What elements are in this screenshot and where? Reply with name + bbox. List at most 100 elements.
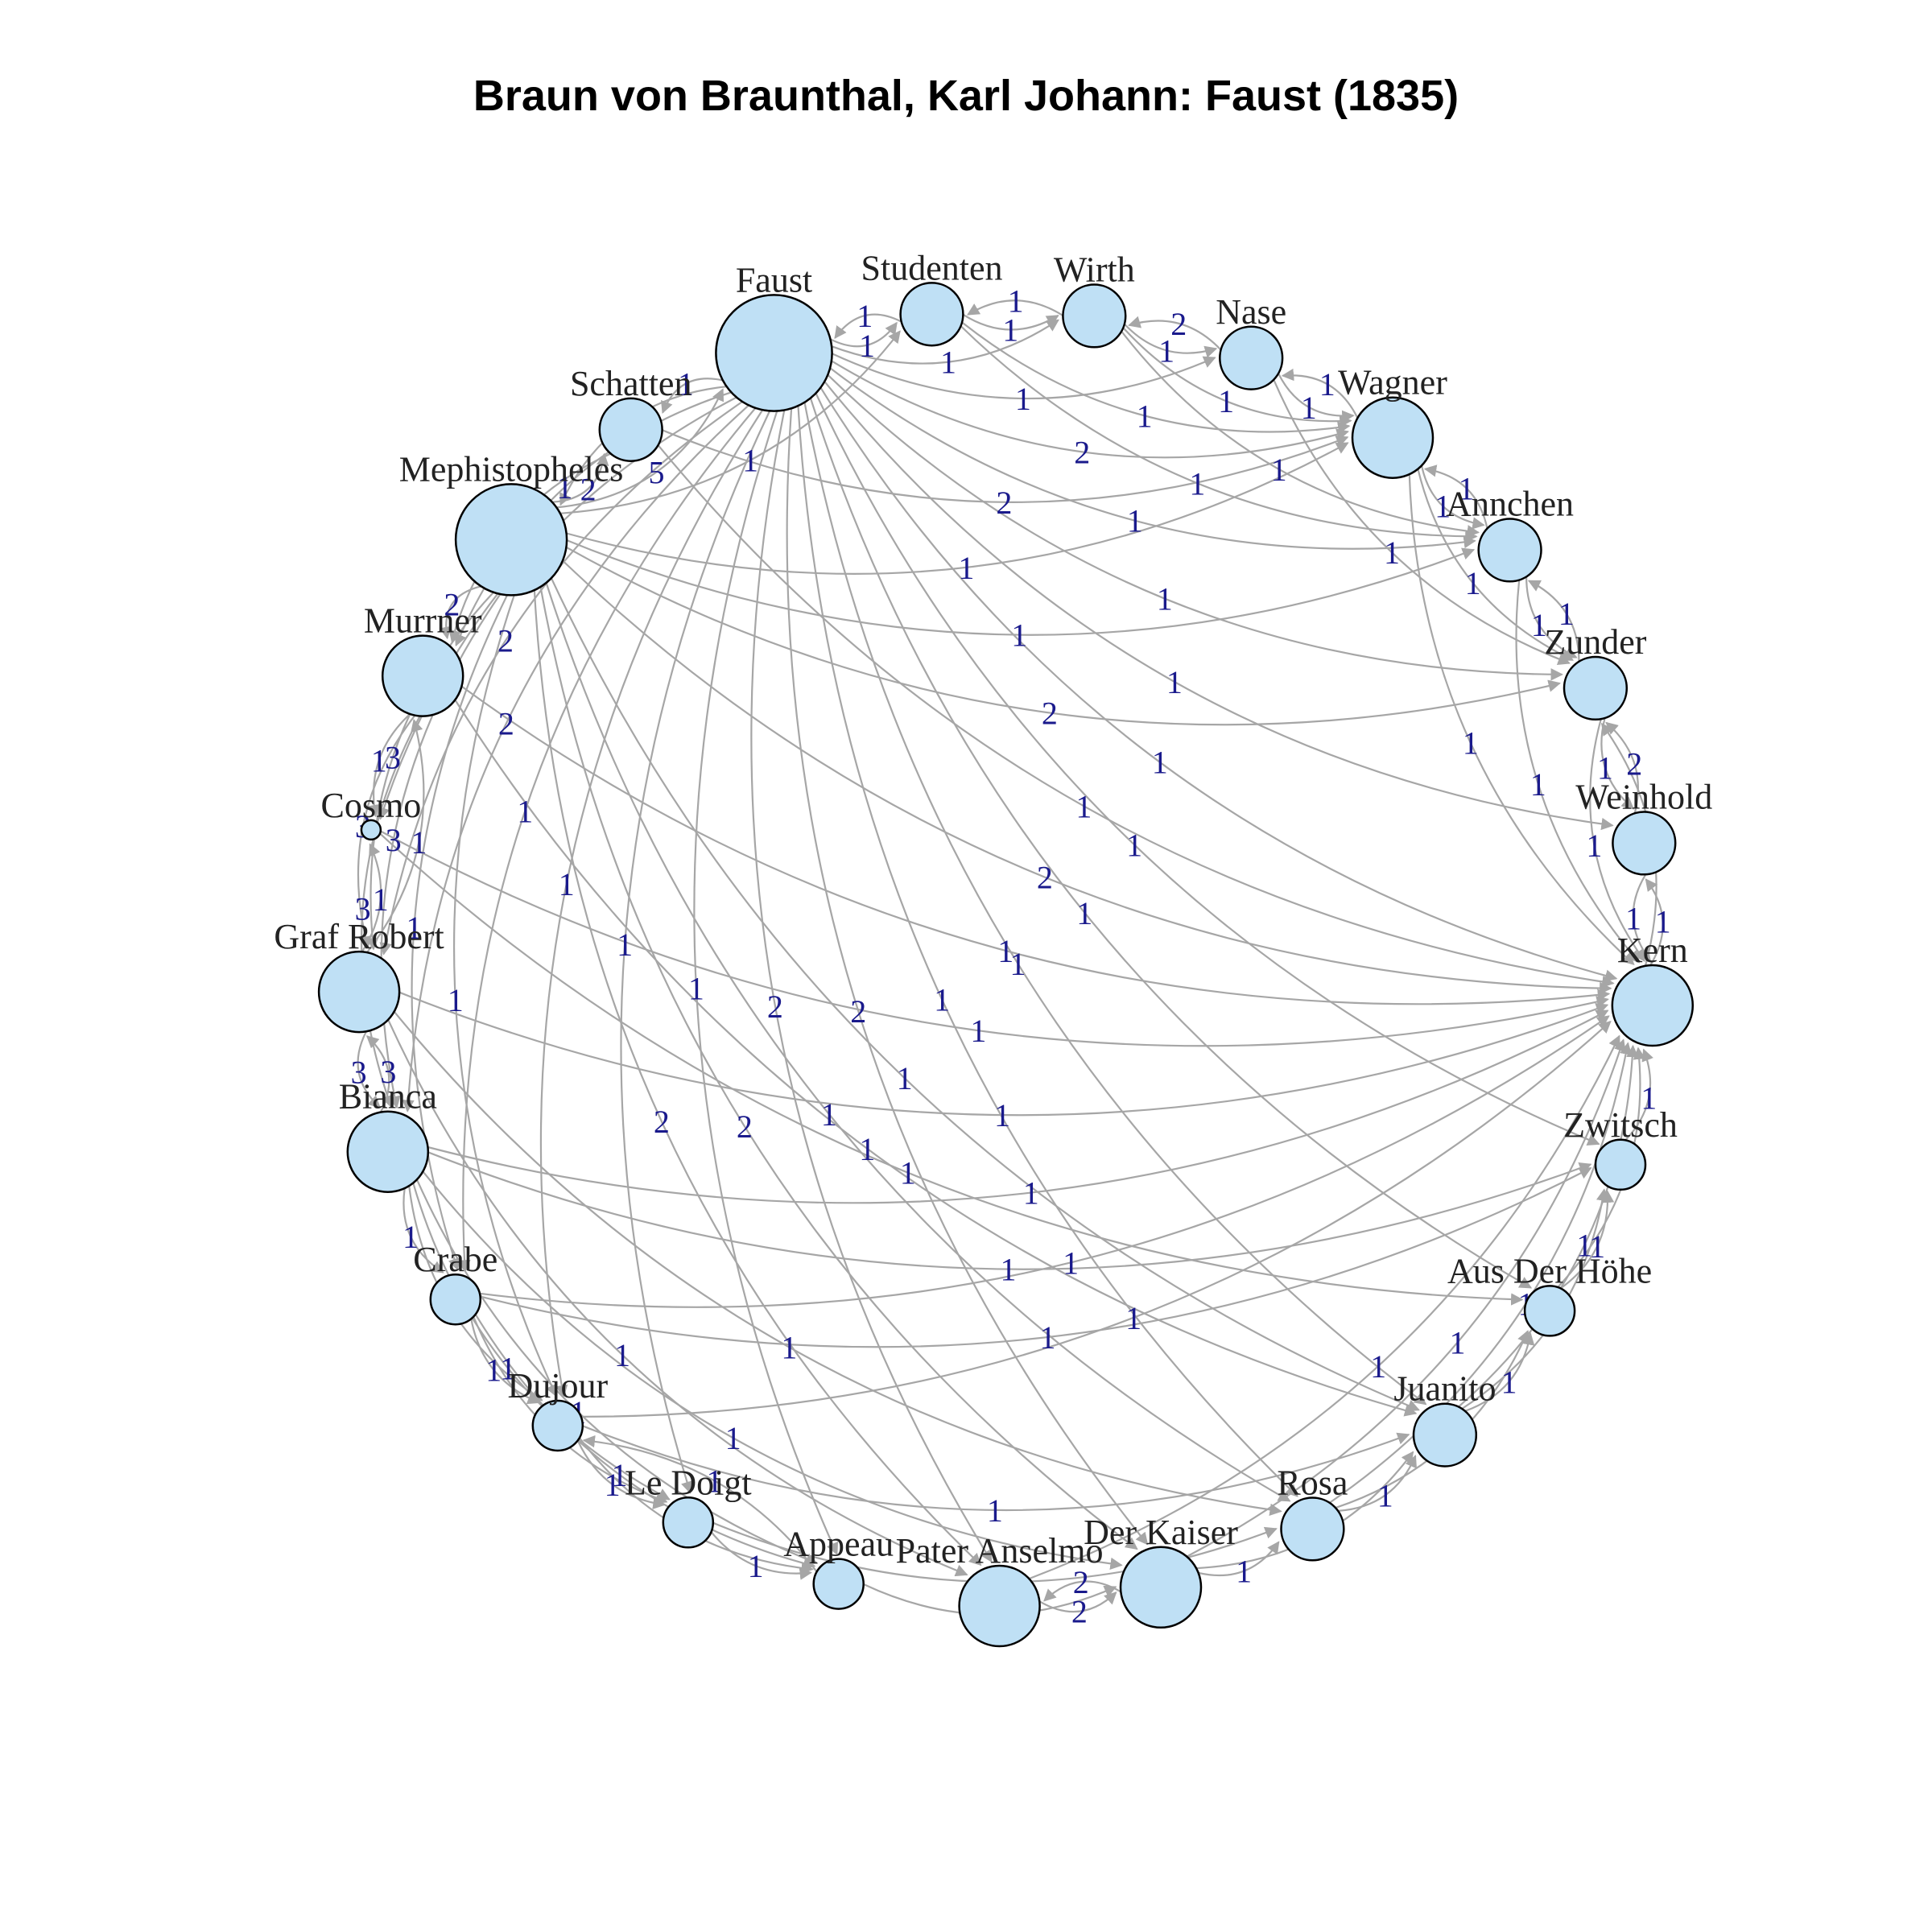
edge-Faust-Appeau (693, 411, 839, 1556)
edge-weight-label: 1 (406, 910, 422, 946)
edge-weight-label: 1 (1189, 465, 1205, 502)
node-labels-layer: Faust Studenten Wirth Nase Wagner Annchen Zund… (274, 249, 1712, 1571)
edge-weight-label: 2 (654, 1104, 670, 1140)
node-label-Mephistopheles: Mephistopheles (399, 449, 624, 489)
edge-PaterAnselmo-Kern (1029, 1034, 1620, 1580)
node-label-Dujour: Dujour (507, 1366, 608, 1406)
edge-Zunder-Kern (1589, 718, 1645, 963)
edge-Faust-Kern (819, 386, 1618, 982)
edge-weight-label: 1 (934, 982, 950, 1018)
node-Wagner (1351, 396, 1435, 479)
edge-Mephistopheles-Faust (556, 388, 724, 509)
node-AusDerHoehe (1523, 1285, 1576, 1337)
edge-DerKaiser-Rosa (1198, 1541, 1280, 1577)
edge-weight-label: 1 (1271, 452, 1287, 488)
edge-weight-label: 2 (580, 471, 597, 507)
edge-weight-label: 1 (1152, 745, 1168, 781)
node-DerKaiser (1119, 1546, 1203, 1629)
edge-weight-label: 1 (1011, 617, 1027, 654)
edge-Bianca-LeDoigt (412, 1183, 671, 1501)
node-label-Rosa: Rosa (1277, 1463, 1348, 1503)
node-Rosa (1280, 1496, 1345, 1562)
edge-Bianca-DerKaiser (422, 1170, 1123, 1571)
node-label-Cosmo: Cosmo (321, 786, 422, 825)
edge-weight-label: 1 (997, 933, 1013, 969)
edge-Mephistopheles-Murrner (439, 585, 481, 640)
edge-LeDoigt-Appeau (710, 1531, 812, 1580)
edge-Crabe-Kern (479, 1015, 1610, 1308)
edge-weight-label: 3 (355, 890, 371, 927)
edge-weight-label: 2 (737, 1108, 753, 1145)
edge-Murrner-Bianca (361, 715, 421, 1108)
edge-weight-label: 1 (857, 298, 873, 334)
edge-Bianca-GrafRobert (365, 1035, 390, 1113)
edge-weight-label: 1 (1166, 664, 1183, 700)
edge-weight-label: 1 (1370, 1348, 1386, 1385)
edge-Wirth-Studenten (966, 299, 1063, 316)
edge-Cosmo-Kern (380, 830, 1609, 1047)
node-label-Appeau: Appeau (783, 1525, 894, 1564)
node-Crabe (429, 1273, 482, 1326)
edge-weight-label: 1 (1450, 1325, 1466, 1361)
edge-weight-label: 1 (556, 469, 572, 506)
edge-weight-label: 2 (498, 706, 514, 742)
edge-weight-label: 1 (1075, 788, 1092, 824)
edge-weight-label: 2 (1073, 1564, 1089, 1600)
edge-weight-label: 2 (996, 485, 1012, 521)
edge-Annchen-Kern (1515, 580, 1641, 964)
edge-weight-label: 1 (1377, 1478, 1393, 1514)
edge-weight-label: 1 (617, 927, 633, 963)
edge-Faust-GrafRobert (379, 400, 743, 956)
edge-Mephistopheles-Wagner (566, 442, 1349, 575)
edge-Mephistopheles-DerKaiser (539, 586, 1138, 1550)
node-label-Faust: Faust (736, 260, 812, 299)
edge-weight-label: 1 (688, 971, 704, 1007)
node-Faust (715, 294, 833, 412)
edge-Bianca-Kern (427, 1009, 1609, 1204)
edge-Faust-AusDerHoehe (809, 398, 1533, 1289)
edge-weight-label: 1 (958, 550, 974, 586)
node-label-Annchen: Annchen (1446, 485, 1574, 524)
edge-weight-label: 2 (850, 993, 866, 1030)
edge-weight-label: 1 (1435, 488, 1451, 524)
edge-weight-label: 1 (1319, 366, 1335, 402)
edge-weight-label: 1 (1218, 383, 1234, 419)
edge-Kern-Weinhold (1645, 878, 1664, 966)
node-Studenten (899, 282, 964, 347)
node-Dujour (531, 1399, 584, 1452)
edge-weight-label: 1 (859, 328, 875, 364)
edge-weight-label: 1 (1586, 828, 1602, 864)
edge-GrafRobert-Bianca (357, 1030, 382, 1108)
edge-Faust-LeDoigt (620, 410, 771, 1494)
edge-Faust-Annchen (829, 367, 1476, 550)
node-Zunder (1563, 655, 1629, 721)
edge-Dujour-Juanito (582, 1425, 1410, 1512)
edge-weight-label: 1 (994, 1097, 1010, 1133)
edge-weight-label: 2 (1074, 434, 1090, 470)
edge-Faust-Crabe (458, 407, 757, 1273)
edge-weight-label: 5 (649, 454, 665, 490)
edge-weight-label: 1 (605, 1467, 621, 1503)
node-LeDoigt (662, 1496, 715, 1549)
edge-weight-label: 1 (781, 1330, 797, 1366)
edge-Wagner-Annchen (1420, 465, 1485, 530)
edge-Mephistopheles-Juanito (550, 577, 1420, 1412)
edge-weight-label: 1 (678, 366, 694, 402)
edge-Faust-Wagner (831, 360, 1349, 459)
edge-Cosmo-AusDerHoehe (379, 832, 1524, 1306)
edge-weight-label: 3 (380, 1054, 396, 1090)
edge-weight-label: 1 (1655, 904, 1671, 940)
node-label-DerKaiser: Der Kaiser (1084, 1513, 1238, 1552)
edge-weight-label: 1 (742, 443, 758, 479)
edge-weight-label: 2 (444, 587, 460, 623)
edge-Studenten-Wirth (962, 313, 1059, 331)
edge-Juanito-Kern (1458, 1044, 1639, 1408)
node-label-AusDerHoehe: Aus Der Höhe (1447, 1251, 1652, 1290)
edge-weight-label: 1 (517, 793, 533, 829)
edge-Crabe-Zwitsch (480, 1167, 1592, 1348)
edge-weight-label: 2 (1626, 746, 1642, 782)
edge-Faust-Wirth (831, 319, 1059, 365)
edge-weight-label: 1 (725, 1420, 741, 1456)
edge-weight-label: 1 (1531, 607, 1547, 643)
edge-weight-label: 1 (448, 982, 464, 1018)
